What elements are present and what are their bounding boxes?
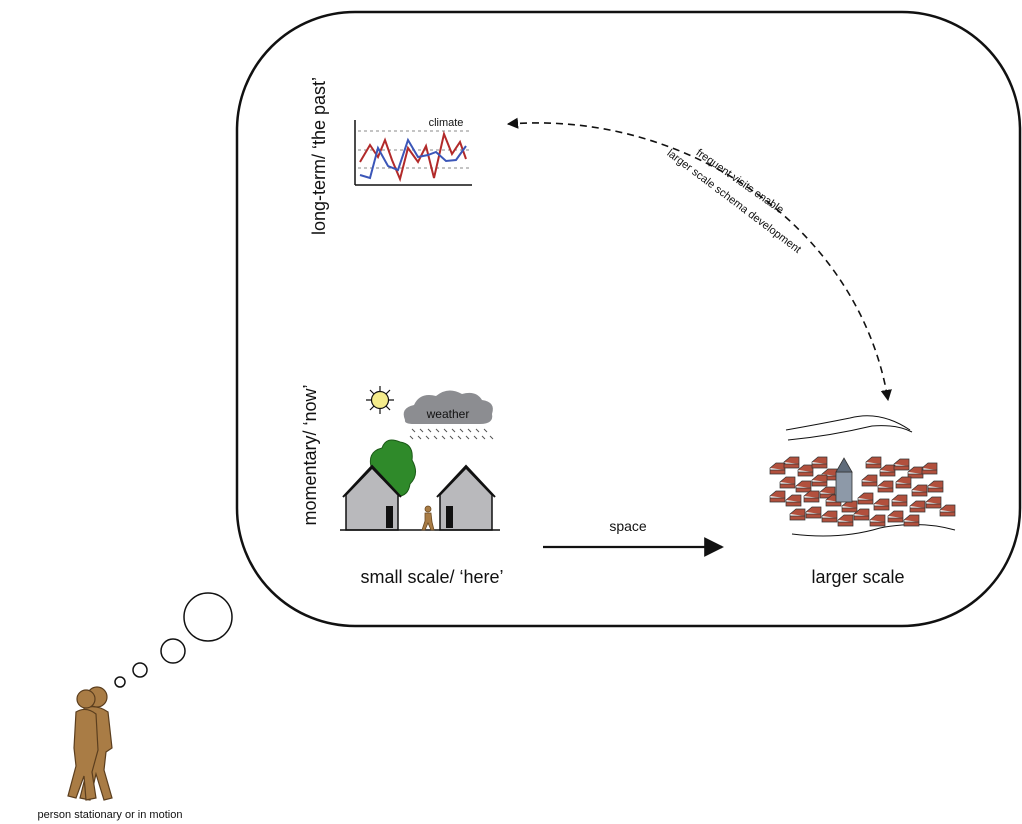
- town-house: [803, 490, 820, 503]
- schema-development-arrow: [506, 117, 892, 402]
- town-house: [795, 480, 812, 493]
- town-house: [911, 484, 928, 497]
- town-house: [853, 508, 870, 521]
- rain-icon: [409, 428, 494, 440]
- town-house: [857, 492, 874, 505]
- weather-label: weather: [426, 407, 470, 421]
- town-house: [783, 456, 800, 469]
- person-label: person stationary or in motion: [38, 809, 183, 821]
- town-house: [837, 514, 854, 527]
- town-house: [821, 510, 838, 523]
- small-scale-label: small scale/ ‘here’: [360, 567, 503, 587]
- thought-frame: [235, 10, 1022, 628]
- cloud-icon: weather: [403, 390, 493, 424]
- town-house: [841, 500, 858, 513]
- town-house: [925, 496, 942, 509]
- town-house: [789, 508, 806, 521]
- house-icon-2: [436, 464, 496, 531]
- town-house: [869, 514, 886, 527]
- town-house: [903, 514, 920, 527]
- town-house: [779, 476, 796, 489]
- town-house: [909, 500, 926, 513]
- town-house: [939, 504, 956, 517]
- town-house: [887, 510, 904, 523]
- town-house: [861, 474, 878, 487]
- town-house: [891, 494, 908, 507]
- space-label: space: [609, 518, 647, 534]
- climate-chart-icon: climate: [354, 117, 472, 186]
- town-house: [769, 490, 786, 503]
- town-house: [873, 498, 890, 511]
- town-house: [907, 466, 924, 479]
- town-icon: [769, 415, 956, 537]
- town-house: [927, 480, 944, 493]
- town-house: [895, 476, 912, 489]
- town-house: [769, 462, 786, 475]
- town-house: [921, 462, 938, 475]
- town-house: [893, 458, 910, 471]
- axis-label-momentary: momentary/ ‘now’: [300, 384, 320, 525]
- town-house: [811, 456, 828, 469]
- arrow-note-line2: larger scale schema development: [665, 147, 804, 256]
- climate-label: climate: [429, 117, 464, 129]
- house-icon: [342, 464, 402, 531]
- person-icon: [67, 686, 113, 801]
- thought-trail: [114, 592, 233, 688]
- sun-icon: [366, 386, 394, 414]
- town-house: [865, 456, 882, 469]
- axis-label-long-term: long-term/ ‘the past’: [309, 77, 329, 235]
- town-house: [797, 464, 814, 477]
- town-house: [805, 506, 822, 519]
- larger-scale-label: larger scale: [811, 567, 904, 587]
- town-house: [877, 480, 894, 493]
- town-house: [879, 464, 896, 477]
- small-person-icon: [421, 505, 435, 531]
- town-house: [811, 474, 828, 487]
- town-house: [785, 494, 802, 507]
